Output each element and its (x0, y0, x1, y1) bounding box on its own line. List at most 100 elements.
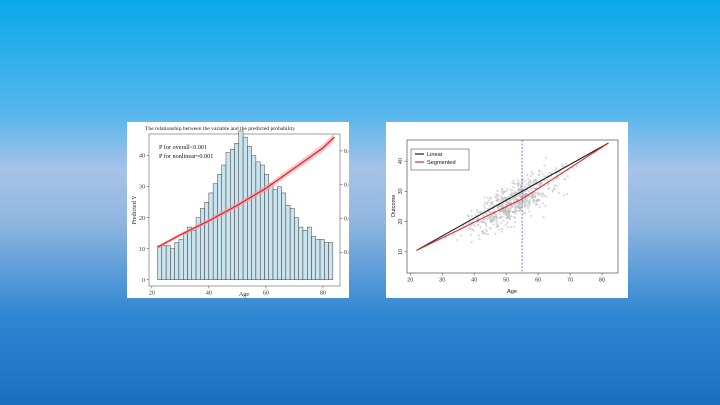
scatter-point (522, 212, 525, 215)
scatter-point (499, 204, 502, 208)
histogram-bar (285, 205, 291, 280)
scatter-point (495, 219, 498, 223)
scatter-point (527, 178, 530, 181)
series-line-linear (416, 142, 609, 251)
scatter-point (492, 204, 495, 207)
series-line-segmented (416, 142, 609, 251)
histogram-bar (225, 152, 231, 280)
scatter-point (530, 170, 533, 174)
scatter-point (533, 199, 536, 202)
scatter-point (520, 194, 524, 197)
scatter-point (504, 196, 508, 200)
scatter-point (481, 214, 485, 217)
scatter-point (557, 191, 561, 194)
scatter-point (496, 189, 499, 193)
scatter-point (498, 228, 501, 231)
scatter-point (523, 193, 526, 196)
scatter-point (526, 173, 529, 177)
scatter-point (544, 156, 547, 159)
scatter-point (542, 175, 546, 178)
scatter-point (506, 221, 509, 224)
scatter-point (537, 174, 540, 177)
scatter-point (514, 221, 517, 224)
histogram-bar (255, 161, 261, 280)
scatter-point (509, 188, 512, 191)
histogram-bar (319, 239, 325, 280)
scatter-point (486, 196, 489, 199)
scatter-point (488, 204, 491, 208)
scatter-point (528, 198, 531, 201)
scatter-point (511, 204, 514, 207)
histogram-bar (208, 192, 214, 280)
scatter-point (471, 228, 474, 231)
scatter-point (505, 189, 508, 192)
scatter-point (496, 217, 499, 220)
scatter-point (523, 203, 526, 206)
scatter-point (542, 216, 545, 219)
scatter-point (543, 179, 546, 182)
scatter-point (491, 219, 494, 223)
scatter-point (485, 213, 489, 216)
histogram-bar (294, 217, 299, 280)
scatter-point (481, 229, 484, 233)
x-tick-label: 80 (320, 291, 326, 297)
fit-line-path (157, 136, 335, 248)
scatter-point (536, 193, 540, 196)
scatter-point (538, 193, 541, 197)
scatter-point (504, 209, 507, 212)
scatter-point (494, 232, 497, 235)
scatter-point (500, 230, 503, 233)
rcs-chart: The relationship between the variable an… (131, 126, 349, 298)
scatter-point (514, 207, 517, 210)
scatter-point (534, 191, 537, 195)
scatter-point (532, 187, 535, 190)
scatter-point (511, 189, 514, 192)
scatter-point (470, 215, 473, 218)
scatter-point (478, 237, 481, 240)
scatter-point (507, 202, 510, 205)
scatter-point (517, 180, 520, 184)
scatter-point (476, 208, 479, 211)
scatter-point (546, 184, 550, 187)
scatter-point (533, 201, 536, 204)
scatter-point (468, 226, 471, 229)
histogram-bar (234, 143, 239, 280)
scatter-point (521, 201, 524, 205)
scatter-point (484, 222, 488, 225)
scatter-point (484, 228, 487, 231)
scatter-point (520, 182, 524, 186)
histogram-bar (200, 208, 205, 280)
scatter-point (512, 200, 516, 203)
scatter-point (509, 199, 512, 202)
scatter-point (474, 225, 477, 228)
scatter-point (495, 221, 498, 224)
histogram-bar (157, 245, 163, 280)
scatter-point (527, 206, 530, 210)
scatter-point (495, 216, 498, 219)
scatter-point (529, 175, 533, 178)
x-tick-label: 50 (503, 278, 509, 284)
y-axis: 10 20 30 40 (398, 158, 407, 255)
scatter-point (510, 225, 513, 229)
scatter-point (519, 196, 522, 199)
scatter-point (553, 187, 556, 191)
scatter-point (555, 184, 558, 188)
scatter-point (512, 185, 515, 189)
scatter-point (502, 219, 505, 222)
histogram-bar (251, 155, 257, 280)
scatter-point (477, 223, 480, 226)
x-tick-label: 30 (439, 278, 445, 284)
scatter-point (506, 187, 509, 190)
scatter-point (490, 215, 493, 218)
scatter-point (517, 182, 520, 185)
scatter-point (527, 204, 530, 207)
scatter-point (477, 234, 480, 237)
scatter-point (484, 201, 487, 204)
scatter-point (539, 170, 542, 173)
scatter-point (535, 199, 539, 202)
y-axis: 0 10 20 30 40 (139, 154, 149, 284)
y-tick-label: 10 (139, 247, 145, 253)
legend: Linear Segmented (410, 148, 470, 171)
histogram-bar (328, 242, 334, 280)
scatter-point (495, 193, 498, 196)
